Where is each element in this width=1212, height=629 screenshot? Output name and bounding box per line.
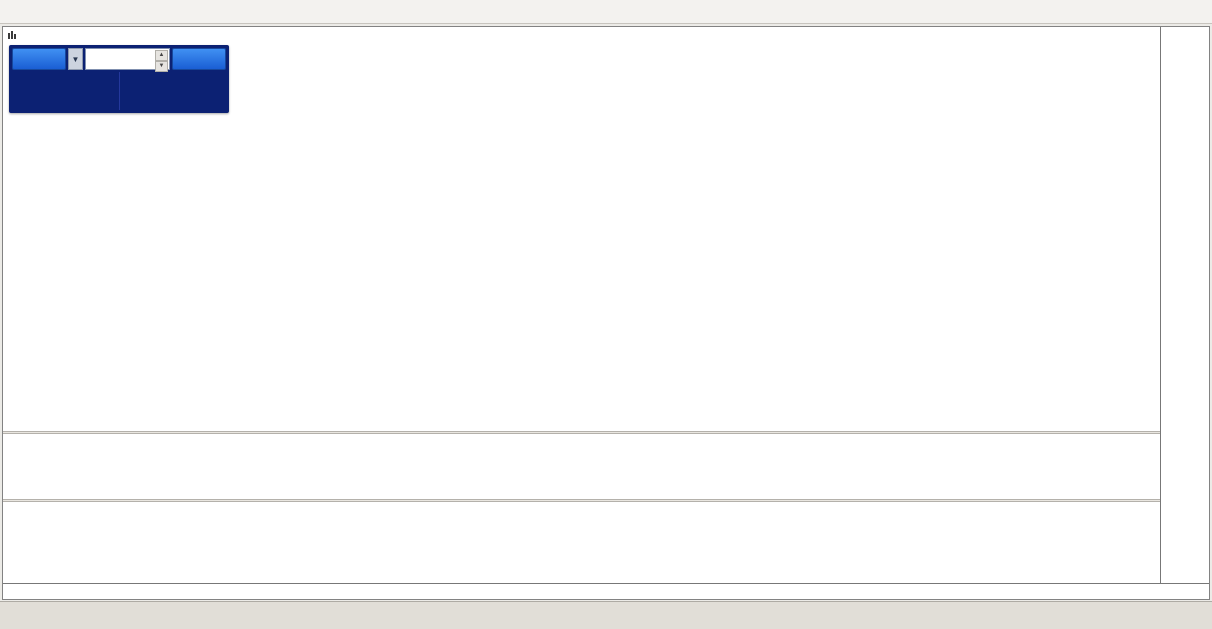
trade-panel-prices-row: [12, 72, 226, 110]
chart-ohlc-header: [8, 31, 52, 40]
sell-price[interactable]: [12, 72, 119, 110]
buy-button[interactable]: [172, 48, 226, 70]
volume-input[interactable]: ▲ ▼: [85, 48, 170, 72]
panel-splitter[interactable]: [3, 431, 1209, 434]
volume-dropdown-button[interactable]: ▼: [68, 48, 83, 70]
rsi-chart-svg: [3, 502, 1160, 583]
price-axis[interactable]: [1160, 27, 1209, 583]
volume-spinner: ▲ ▼: [155, 50, 168, 72]
chart-tab-bar: [0, 601, 1212, 629]
chart-type-icon: [8, 31, 17, 40]
sell-button[interactable]: [12, 48, 66, 70]
chart-window: ▼ ▲ ▼: [2, 26, 1210, 600]
timeframe-toolbar: [0, 0, 1212, 24]
macd-chart-svg: [3, 434, 1160, 499]
volume-up-arrow[interactable]: ▲: [155, 50, 168, 61]
buy-price[interactable]: [118, 72, 227, 110]
time-axis[interactable]: [3, 583, 1209, 599]
one-click-trading-panel: ▼ ▲ ▼: [9, 45, 229, 113]
macd-panel[interactable]: [3, 434, 1160, 499]
panel-splitter[interactable]: [3, 499, 1209, 502]
volume-down-arrow[interactable]: ▼: [155, 61, 168, 72]
rsi-panel[interactable]: [3, 502, 1160, 583]
main-chart-plot[interactable]: ▼ ▲ ▼: [3, 27, 1160, 431]
trade-panel-controls-row: ▼ ▲ ▼: [12, 48, 226, 72]
